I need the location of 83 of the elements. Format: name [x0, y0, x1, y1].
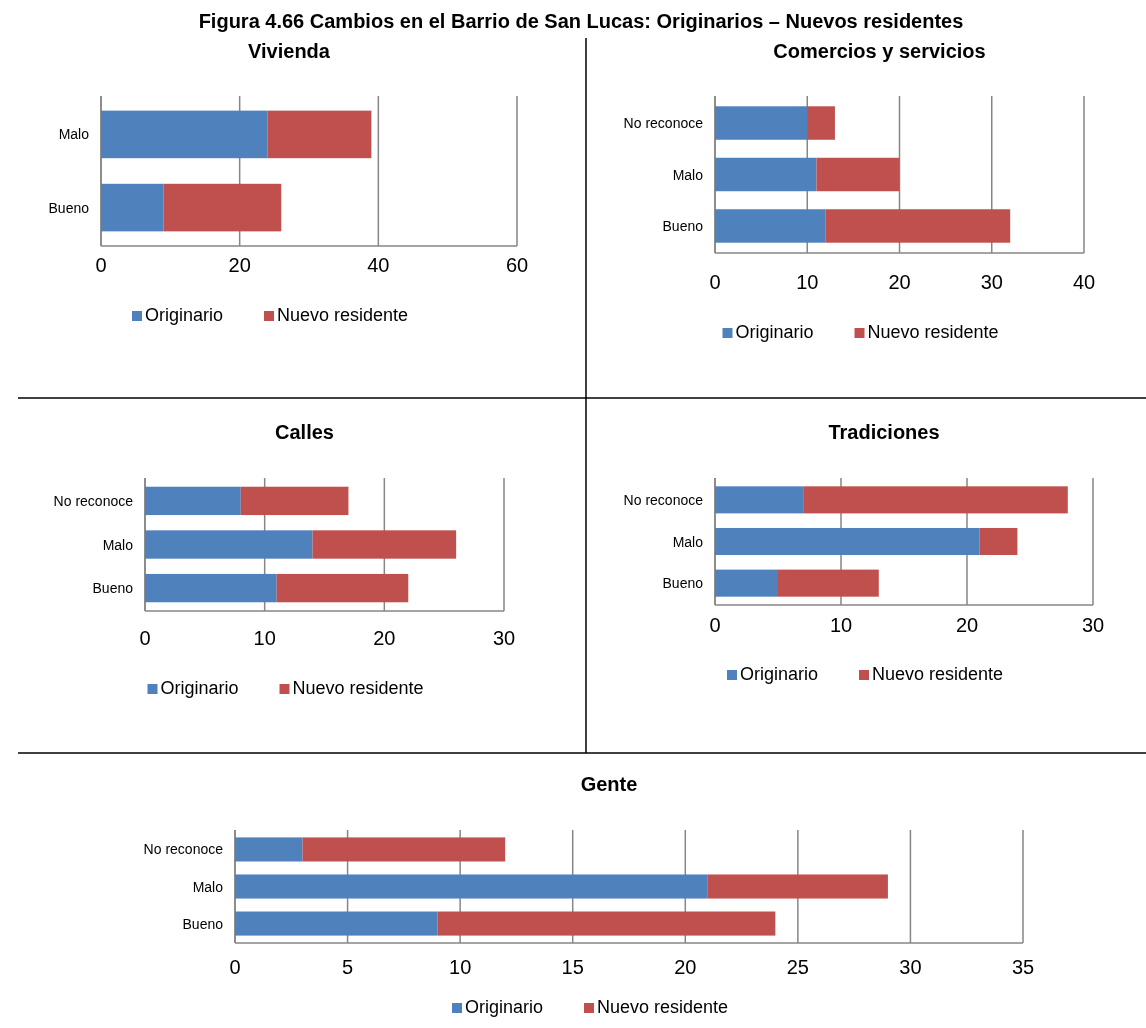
- x-tick-label: 30: [899, 956, 922, 978]
- bar: [267, 110, 372, 159]
- bar: [803, 486, 1068, 514]
- bar: [276, 573, 409, 603]
- x-tick-label: 20: [228, 254, 251, 276]
- x-tick-label: 0: [709, 614, 721, 636]
- x-tick-label: 10: [449, 956, 472, 978]
- y-tick-label: No reconoce: [53, 492, 134, 509]
- x-tick-label: 20: [373, 627, 396, 649]
- bar: [101, 110, 268, 159]
- y-tick-label: Malo: [58, 126, 90, 143]
- x-tick-label: 10: [796, 271, 819, 293]
- y-tick-label: Bueno: [662, 217, 704, 234]
- bar: [807, 106, 835, 140]
- bar: [707, 874, 888, 899]
- x-tick-label: 35: [1011, 956, 1035, 978]
- bar: [715, 106, 808, 140]
- x-tick-label: 40: [367, 254, 390, 276]
- text: Figura 4.66 Cambios en el Barrio de San Lucas: Originarios – Nuevos residentes: [198, 10, 964, 32]
- bar: [437, 911, 776, 936]
- bar: [240, 486, 349, 516]
- bar: [778, 569, 879, 597]
- x-tick-label: 0: [139, 627, 151, 649]
- bar: [235, 874, 708, 899]
- legend-label: Nuevo residente: [872, 664, 1004, 684]
- chart-title: Comercios y servicios: [773, 40, 986, 62]
- x-tick-label: 20: [674, 956, 697, 978]
- chart-title: Gente: [580, 773, 638, 795]
- legend-label: Originario: [740, 664, 819, 684]
- bar: [163, 183, 282, 232]
- x-tick-label: 60: [505, 254, 529, 276]
- chart-title: Calles: [275, 421, 334, 443]
- bar: [825, 209, 1011, 243]
- x-tick-label: 0: [95, 254, 107, 276]
- y-tick-label: Malo: [192, 878, 224, 895]
- y-tick-label: No reconoce: [143, 841, 224, 858]
- bar: [715, 527, 980, 556]
- legend-label: Originario: [465, 997, 544, 1017]
- legend-label: Nuevo residente: [867, 322, 999, 342]
- bar: [235, 837, 303, 862]
- bar: [816, 157, 900, 192]
- bar: [979, 527, 1018, 556]
- bar: [715, 569, 778, 597]
- chart-title: Tradiciones: [828, 421, 940, 443]
- x-tick-label: 0: [709, 271, 721, 293]
- bar: [715, 209, 826, 243]
- y-tick-label: Bueno: [92, 580, 134, 597]
- bar: [145, 486, 241, 516]
- bar: [145, 573, 277, 603]
- y-tick-label: Malo: [672, 166, 704, 183]
- x-tick-label: 30: [980, 271, 1003, 293]
- y-tick-label: No reconoce: [623, 115, 704, 132]
- x-tick-label: 20: [955, 614, 979, 636]
- x-tick-label: 15: [561, 956, 584, 978]
- x-tick-label: 20: [888, 271, 911, 293]
- x-tick-label: 10: [829, 614, 853, 636]
- y-tick-label: Bueno: [662, 575, 704, 592]
- chart-title: Vivienda: [248, 40, 331, 62]
- legend-label: Nuevo residente: [277, 305, 409, 325]
- y-tick-label: Malo: [672, 533, 704, 550]
- x-tick-label: 30: [1081, 614, 1105, 636]
- x-tick-label: 5: [342, 956, 354, 978]
- x-tick-label: 40: [1072, 271, 1096, 293]
- bar: [302, 837, 506, 862]
- legend-label: Originario: [735, 322, 814, 342]
- bar: [101, 183, 164, 232]
- y-tick-label: Bueno: [182, 915, 224, 932]
- bar: [715, 486, 804, 514]
- bar: [715, 157, 817, 192]
- bar: [235, 911, 438, 936]
- legend-label: Originario: [160, 678, 239, 698]
- legend-label: Nuevo residente: [597, 997, 729, 1017]
- bar: [145, 530, 313, 559]
- y-tick-label: Malo: [102, 536, 134, 553]
- bar: [312, 530, 457, 559]
- x-tick-label: 25: [786, 956, 809, 978]
- y-tick-label: No reconoce: [623, 491, 704, 508]
- x-tick-label: 0: [229, 956, 241, 978]
- y-tick-label: Bueno: [48, 199, 90, 216]
- x-tick-label: 10: [253, 627, 276, 649]
- legend-label: Originario: [145, 305, 224, 325]
- x-tick-label: 30: [492, 627, 516, 649]
- legend-label: Nuevo residente: [292, 678, 424, 698]
